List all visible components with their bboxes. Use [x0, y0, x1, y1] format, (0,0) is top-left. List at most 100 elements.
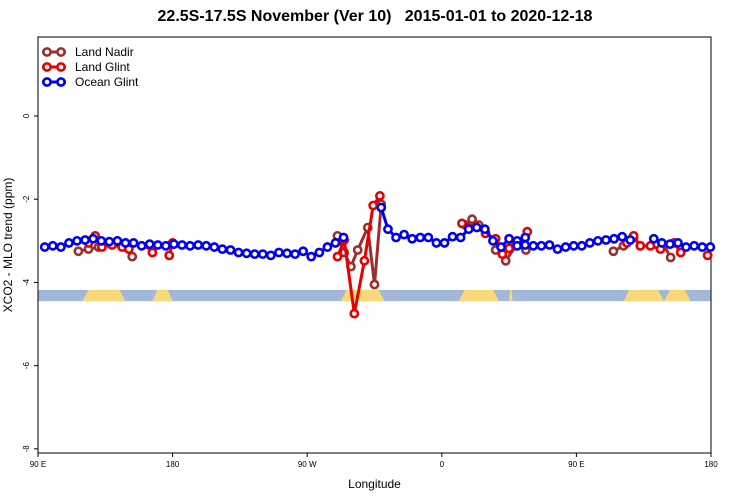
data-point	[209, 242, 220, 252]
data-point	[455, 232, 466, 243]
x-tick-label: 0	[440, 460, 445, 469]
data-point	[673, 238, 683, 248]
data-point	[193, 240, 204, 250]
data-point	[160, 240, 171, 251]
legend-swatch-marker	[56, 77, 66, 87]
data-point	[298, 246, 309, 257]
data-point	[177, 240, 187, 250]
data-point	[152, 240, 163, 250]
data-point	[457, 218, 467, 229]
legend-label: Land Glint	[75, 60, 130, 74]
land-band-segment	[340, 289, 385, 302]
data-point	[608, 246, 619, 257]
land-band-segment	[623, 289, 664, 302]
data-point	[169, 239, 179, 250]
series-ocean-glint	[39, 202, 716, 262]
data-point	[338, 232, 349, 243]
data-point	[689, 240, 700, 251]
y-tick-label: -2	[22, 195, 31, 203]
data-point	[593, 235, 603, 246]
data-point	[322, 242, 333, 252]
data-point	[314, 247, 325, 258]
data-point	[439, 238, 450, 248]
data-point	[330, 238, 341, 248]
data-point	[72, 235, 82, 246]
data-point	[391, 232, 401, 243]
land-band-segment	[82, 289, 126, 302]
data-point	[560, 242, 571, 252]
data-point	[39, 242, 50, 252]
data-point	[520, 232, 531, 243]
legend-label: Land Nadir	[75, 45, 134, 59]
data-point	[702, 250, 713, 261]
data-point	[249, 249, 260, 260]
data-point	[225, 245, 236, 255]
data-point	[217, 244, 228, 255]
data-point	[675, 247, 686, 258]
data-point	[104, 236, 115, 247]
legend-swatch-marker	[56, 62, 66, 72]
data-point	[681, 242, 691, 252]
y-axis-title: XCO2 - MLO trend (ppm)	[1, 178, 15, 313]
land-ocean-band	[38, 289, 711, 302]
data-point	[233, 247, 244, 258]
x-tick-label: 90 W	[298, 460, 317, 469]
data-point	[568, 240, 579, 251]
data-point	[376, 202, 387, 213]
x-tick-label: 90 E	[568, 460, 584, 469]
data-point	[290, 249, 300, 260]
data-point	[265, 250, 276, 261]
data-point	[349, 308, 360, 319]
data-point	[665, 239, 675, 250]
x-axis-title: Longitude	[348, 477, 401, 491]
data-point	[697, 242, 708, 252]
land-band-segment	[509, 289, 513, 302]
data-point	[374, 191, 385, 201]
data-point	[504, 243, 514, 254]
y-tick-label: 0	[22, 113, 31, 118]
land-band-segment	[458, 289, 500, 302]
data-point	[241, 248, 252, 259]
legend-swatch-marker	[42, 62, 52, 72]
data-point	[306, 251, 317, 262]
data-point	[399, 229, 410, 240]
legend-swatch-marker	[42, 77, 52, 87]
data-point	[479, 224, 490, 235]
data-point	[609, 233, 619, 244]
data-point	[471, 222, 482, 233]
data-point	[635, 240, 646, 251]
data-point	[96, 235, 107, 246]
data-point	[463, 224, 474, 235]
data-point	[528, 240, 539, 251]
data-point	[257, 249, 268, 260]
data-point	[431, 238, 442, 248]
data-point	[368, 200, 379, 211]
x-tick-label: 180	[166, 460, 180, 469]
chart-series	[39, 191, 716, 319]
data-point	[512, 240, 523, 251]
data-point	[705, 242, 716, 252]
data-point	[128, 238, 139, 248]
data-point	[544, 240, 555, 250]
data-point	[147, 247, 158, 258]
data-point	[136, 240, 147, 251]
y-tick-label: -8	[22, 445, 31, 453]
legend-swatch-marker	[42, 47, 52, 57]
data-point	[617, 231, 628, 242]
data-point	[282, 248, 292, 259]
data-point	[625, 235, 636, 245]
data-point	[415, 232, 426, 243]
land-band-segment	[663, 289, 691, 302]
data-point	[656, 238, 667, 248]
data-point	[407, 233, 418, 244]
legend-swatch-marker	[56, 47, 66, 57]
chart-title: 22.5S-17.5S November (Ver 10) 2015-01-01…	[157, 8, 593, 25]
data-point	[120, 238, 131, 248]
data-point	[504, 233, 514, 244]
data-point	[576, 240, 587, 251]
data-point	[144, 239, 155, 250]
data-point	[536, 240, 547, 251]
data-point	[496, 242, 506, 252]
